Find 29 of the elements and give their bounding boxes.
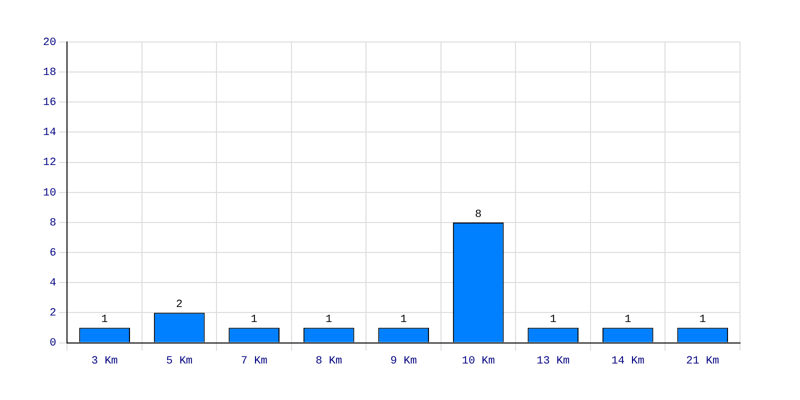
data-label: 1: [624, 314, 632, 326]
x-tick-label: 8 Km: [316, 355, 342, 368]
data-label: 1: [550, 314, 557, 326]
y-tick-label: 12: [43, 157, 56, 170]
data-label: 1: [699, 314, 706, 326]
x-tick-label: 9 Km: [390, 355, 418, 368]
y-tick-label: 14: [43, 127, 57, 140]
x-tick-label: 7 Km: [240, 355, 268, 368]
x-tick-label: 5 Km: [166, 355, 193, 368]
x-tick-label: 13 Km: [536, 355, 570, 368]
y-tick-label: 16: [43, 97, 56, 110]
data-label: 1: [400, 314, 408, 326]
y-tick-label: 18: [43, 66, 56, 79]
y-tick-label: 0: [50, 338, 56, 350]
x-tick-label: 3 Km: [91, 355, 118, 368]
x-tick-label: 10 Km: [462, 355, 496, 368]
x-tick-label: 14 Km: [611, 355, 645, 368]
y-tick-label: 10: [43, 187, 56, 200]
data-label: 1: [101, 314, 108, 326]
y-tick-label: 4: [50, 278, 57, 290]
y-tick-label: 6: [50, 247, 56, 260]
data-label: 8: [475, 208, 482, 221]
x-tick-label: 21 Km: [686, 355, 720, 368]
y-tick-label: 20: [43, 36, 56, 49]
y-tick-label: 8: [50, 217, 56, 230]
y-tick-label: 2: [50, 308, 56, 320]
data-label: 1: [250, 314, 258, 326]
data-label: 1: [326, 314, 333, 326]
data-label: 2: [176, 299, 183, 312]
